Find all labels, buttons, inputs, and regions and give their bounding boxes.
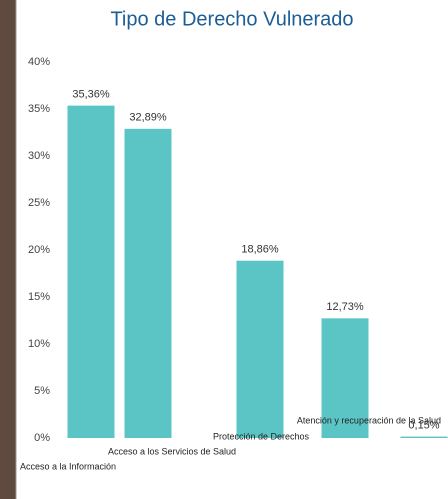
bar [401, 437, 448, 438]
bar [125, 129, 172, 438]
value-label: 0,15% [408, 419, 439, 431]
y-tick-label: 5% [34, 385, 50, 397]
y-tick-label: 30% [28, 150, 50, 162]
y-tick-label: 10% [28, 338, 50, 350]
y-tick-label: 20% [28, 244, 50, 256]
y-tick-label: 40% [28, 56, 50, 68]
chart-title: Tipo de Derecho Vulnerado [110, 8, 353, 30]
value-label: 35,36% [72, 89, 110, 101]
value-label: 18,86% [241, 244, 279, 256]
value-label: 12,73% [326, 301, 364, 313]
value-label: 32,89% [129, 112, 167, 124]
page: {"chart_data": {"type": "bar", "title": … [0, 0, 448, 499]
y-tick-label: 25% [28, 197, 50, 209]
x-tick-label: Acceso a los Servicios de Salud [108, 446, 236, 456]
bar [237, 261, 284, 438]
bar [68, 106, 115, 438]
x-tick-label: Acceso a la Información [20, 461, 116, 471]
y-tick-label: 0% [34, 432, 50, 444]
background-photo [0, 0, 16, 499]
y-tick-label: 15% [28, 291, 50, 303]
chart: Tipo de Derecho Vulnerado 0% 5% 10% 15% 20% 2… [0, 0, 448, 499]
x-tick-label: Protección de Derechos [213, 431, 310, 441]
y-tick-label: 35% [28, 103, 50, 115]
